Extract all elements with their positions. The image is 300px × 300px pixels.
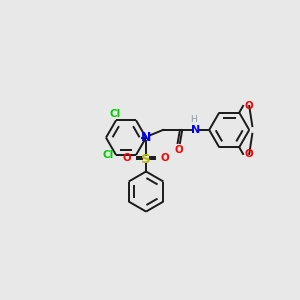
Text: Cl: Cl — [110, 109, 121, 119]
Text: O: O — [123, 153, 131, 163]
Text: O: O — [244, 149, 253, 159]
Text: S: S — [141, 153, 151, 166]
Text: H: H — [190, 115, 197, 124]
Text: N: N — [141, 131, 151, 144]
Text: Cl: Cl — [103, 150, 114, 160]
Text: O: O — [244, 101, 253, 111]
Text: N: N — [191, 125, 200, 135]
Text: O: O — [161, 153, 170, 163]
Text: O: O — [174, 145, 183, 154]
